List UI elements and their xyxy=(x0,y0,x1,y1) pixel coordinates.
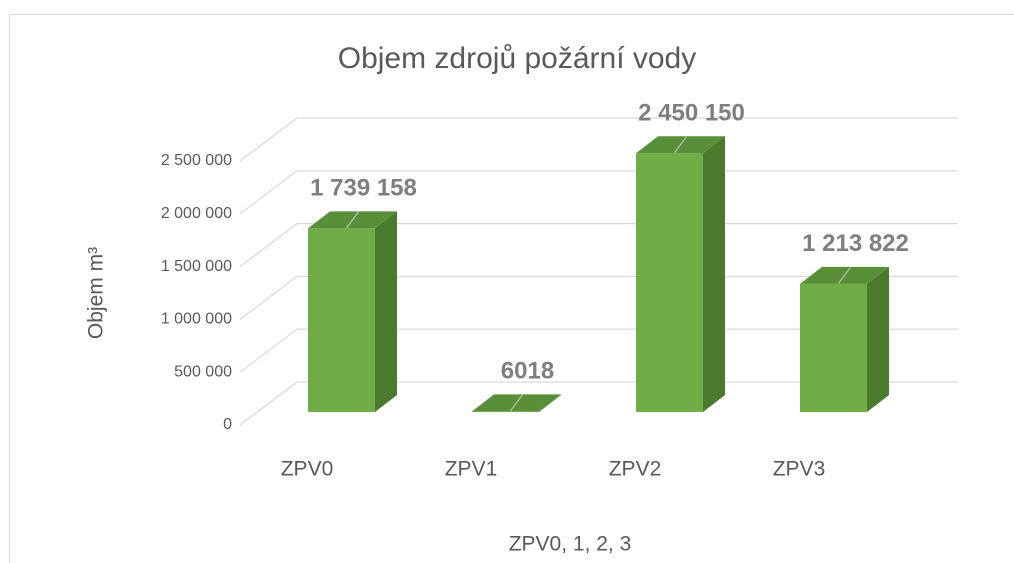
bar-side xyxy=(703,136,725,412)
leader-line xyxy=(838,266,851,284)
bar-front xyxy=(308,228,375,412)
y-axis-title: Objem m³ xyxy=(85,247,108,339)
bar-side xyxy=(375,211,397,412)
bar-side xyxy=(867,266,889,412)
leader-line xyxy=(510,394,523,412)
x-axis-title: ZPV0, 1, 2, 3 xyxy=(509,533,632,556)
grid-line xyxy=(239,381,958,426)
y-tick-label: 0 xyxy=(223,416,232,433)
value-label: 1 739 158 xyxy=(310,175,417,202)
bar-front xyxy=(800,283,867,412)
y-tick-label: 1 000 000 xyxy=(161,311,232,328)
grid-line xyxy=(239,117,958,162)
value-label: 6018 xyxy=(501,358,554,385)
y-tick-label: 500 000 xyxy=(174,363,232,380)
chart-title: Objem zdrojů požární vody xyxy=(338,42,697,75)
y-tick-label: 2 000 000 xyxy=(161,205,232,222)
bar xyxy=(308,211,397,412)
bar xyxy=(636,136,725,412)
value-label: 1 213 822 xyxy=(802,230,909,257)
bar xyxy=(800,266,889,412)
y-tick-label: 2 500 000 xyxy=(161,152,232,169)
bar-front xyxy=(472,411,539,412)
chart-frame xyxy=(9,14,1014,563)
y-tick-label: 1 500 000 xyxy=(161,258,232,275)
bar-side xyxy=(539,394,561,412)
leader-line xyxy=(674,136,687,154)
grid-line xyxy=(239,223,958,268)
value-label: 2 450 150 xyxy=(638,100,745,127)
leader-line xyxy=(346,211,359,229)
x-tick-label: ZPV2 xyxy=(609,458,662,481)
bar-front xyxy=(636,153,703,412)
x-tick-label: ZPV0 xyxy=(281,458,334,481)
grid-line xyxy=(239,170,958,215)
grid-line xyxy=(239,328,958,373)
x-tick-label: ZPV3 xyxy=(773,458,826,481)
x-tick-label: ZPV1 xyxy=(445,458,498,481)
grid-line xyxy=(239,275,958,320)
